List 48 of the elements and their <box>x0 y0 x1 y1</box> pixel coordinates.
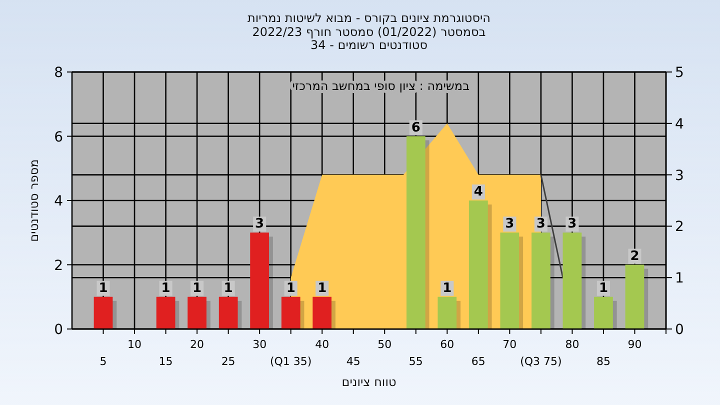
data-label: 3 <box>568 216 577 232</box>
data-label: 3 <box>255 216 264 232</box>
y-tick-label: 8 <box>54 65 63 81</box>
x2-tick-label: 55 <box>408 355 423 368</box>
data-label: 1 <box>224 280 233 296</box>
x-tick-label: 10 <box>128 338 142 351</box>
y2-tick-label: 5 <box>675 65 684 81</box>
chart-title: היסטוגרמת ציונים בקורס - מבוא לשיטות נמריות <box>247 11 491 25</box>
x2-tick-label: 25 <box>221 355 236 368</box>
data-label: 1 <box>192 280 202 296</box>
x2-tick-label: 45 <box>346 355 360 368</box>
data-label: 3 <box>536 216 546 232</box>
y2-tick-label: 0 <box>675 322 684 338</box>
y2-tick-label: 4 <box>675 116 684 132</box>
x-tick-label: 90 <box>628 338 642 351</box>
x2-tick-label: 15 <box>158 355 173 368</box>
chart-subtitle: בסמסטר (01/2022) סמסטר חורף 2022/23 סטודנטים רשומים - 34 <box>252 25 486 52</box>
y2-tick-label: 1 <box>675 270 684 287</box>
x2-tick-label: 5 <box>100 355 107 368</box>
x2-tick-label: 85 <box>596 355 610 368</box>
x-tick-label: 40 <box>315 338 330 351</box>
data-label: 1 <box>318 280 327 296</box>
x-tick-label: 50 <box>378 338 392 351</box>
x-tick-label: 60 <box>440 338 454 351</box>
y-tick-label: 4 <box>54 194 64 210</box>
x2-tick-label: (Q3 75) <box>520 355 562 368</box>
y2-tick-label: 3 <box>675 168 684 184</box>
data-label: 6 <box>411 120 420 136</box>
y-tick-label: 6 <box>54 129 64 146</box>
y-tick-label: 0 <box>54 322 63 338</box>
x-tick-label: 30 <box>252 338 267 351</box>
data-label: 3 <box>505 216 514 232</box>
data-label: 4 <box>474 184 483 200</box>
data-label: 1 <box>286 280 296 296</box>
data-label: 1 <box>98 280 108 296</box>
y-axis-title: מספר סטודנטים <box>27 159 41 242</box>
x2-tick-label: 65 <box>471 355 486 368</box>
x-tick-label: 80 <box>565 338 580 351</box>
data-label: 1 <box>442 280 452 296</box>
data-label: 1 <box>161 280 170 296</box>
y-tick-label: 2 <box>54 258 63 274</box>
x-axis-title: טווח ציונים <box>342 375 396 389</box>
x2-tick-label: (Q1 35) <box>270 355 312 368</box>
data-label: 1 <box>598 280 608 296</box>
data-label: 2 <box>630 248 640 264</box>
x-tick-label: 70 <box>502 338 517 351</box>
y2-tick-label: 2 <box>675 219 684 236</box>
x-tick-label: 20 <box>190 338 204 351</box>
